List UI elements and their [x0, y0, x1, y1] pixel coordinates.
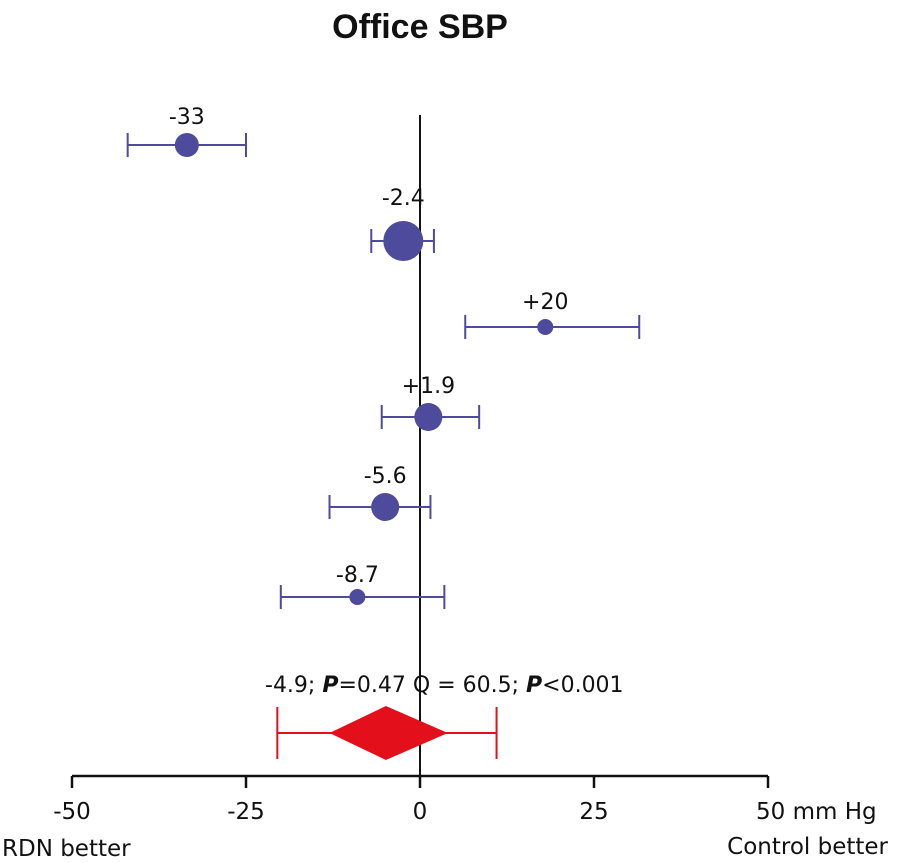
study-label: -33 [169, 105, 205, 130]
x-axis-tick-label: 25 [579, 799, 608, 825]
study-label: +20 [522, 290, 568, 315]
control-better-label: Control better [727, 834, 888, 860]
study-label: -8.7 [336, 563, 379, 588]
x-axis-tick-label: 0 [413, 799, 428, 825]
study-point [537, 319, 554, 335]
study-point [371, 493, 400, 521]
annotation-part: -4.9; [265, 673, 322, 698]
annotation-part: <0.001 [542, 673, 623, 698]
p-symbol: P [322, 673, 338, 698]
study-label: -5.6 [364, 464, 407, 489]
pooled-diamond [329, 706, 448, 760]
p-symbol: P [526, 673, 542, 698]
annotation-part: Q = 60.5; [406, 673, 526, 698]
study-label: +1.9 [402, 374, 455, 399]
x-axis-tick-label: 50 mm Hg [756, 799, 877, 825]
study-point [174, 133, 199, 157]
study-point [349, 589, 366, 605]
study-point [414, 403, 443, 431]
study-label: -2.4 [382, 186, 425, 211]
annotation-part: =0.47 [338, 673, 405, 698]
x-axis-tick-label: -25 [227, 799, 265, 825]
chart-title: Office SBP [332, 8, 508, 46]
study-point [383, 221, 424, 261]
x-axis-tick-label: -50 [53, 799, 91, 825]
rdn-better-label: RDN better [2, 836, 131, 862]
pooled-annotation: -4.9; P=0.47 Q = 60.5; P<0.001 [265, 673, 624, 698]
